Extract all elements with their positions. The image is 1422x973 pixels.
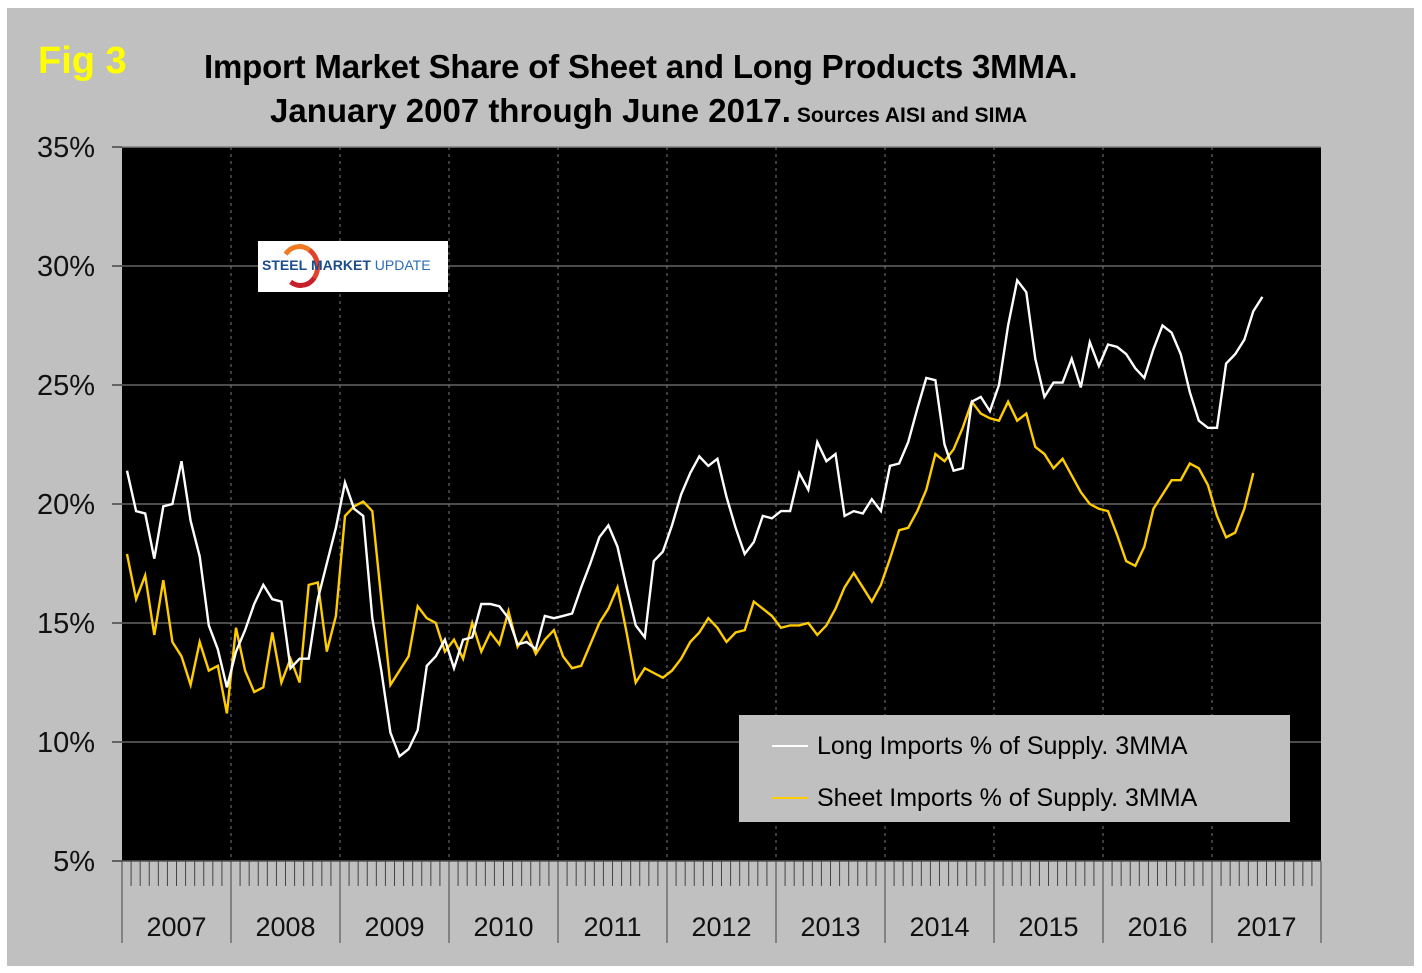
x-tick-label: 2009 [364,912,424,942]
logo-word-update: UPDATE [374,257,431,273]
legend: Long Imports % of Supply. 3MMA Sheet Imp… [739,715,1290,822]
figure-label: Fig 3 [38,40,127,82]
series-group [125,277,1264,759]
y-tick-label: 5% [53,846,95,878]
y-axis: 35% 30% 25% 20% 15% 10% 5% [37,132,122,878]
series-line-long-imports [125,277,1264,759]
x-tick-label: 2014 [909,912,969,942]
legend-item-long: Long Imports % of Supply. 3MMA [772,731,1188,761]
logo-word-steel: STEEL [262,257,308,273]
x-tick-label: 2017 [1236,912,1296,942]
x-tick-label: 2013 [800,912,860,942]
x-tick-label: 2010 [473,912,533,942]
y-tick-label: 35% [37,132,95,164]
logo-text: STEEL MARKET UPDATE [262,257,431,273]
y-tick-label: 15% [37,608,95,640]
x-tick-label: 2016 [1127,912,1187,942]
chart-title: Import Market Share of Sheet and Long Pr… [204,48,1078,85]
y-tick-label: 30% [37,251,95,283]
y-tick-label: 25% [37,370,95,402]
x-tick-label: 2011 [583,912,641,942]
x-tick-label: 2007 [146,912,206,942]
chart-subtitle: January 2007 through June 2017. Sources A… [270,92,1027,130]
legend-item-sheet: Sheet Imports % of Supply. 3MMA [772,783,1197,813]
chart-source: Sources AISI and SIMA [796,104,1028,127]
logo-word-market: MARKET [311,257,371,273]
legend-label-long: Long Imports % of Supply. 3MMA [817,731,1188,760]
legend-label-sheet: Sheet Imports % of Supply. 3MMA [817,783,1198,812]
y-tick-label: 10% [37,727,95,759]
x-tick-label: 2008 [255,912,315,942]
x-tick-label: 2015 [1018,912,1078,942]
x-axis: 2007 2008 2009 2010 2011 2012 2013 2014 2015 2016… [112,860,1322,943]
legend-swatch-long [772,745,808,747]
steel-market-update-logo: STEEL MARKET UPDATE [258,240,448,292]
y-tick-label: 20% [37,489,95,521]
chart-title-date-range: January 2007 through June 2017. [270,92,791,129]
x-tick-label: 2012 [691,912,751,942]
legend-swatch-sheet [772,797,808,799]
